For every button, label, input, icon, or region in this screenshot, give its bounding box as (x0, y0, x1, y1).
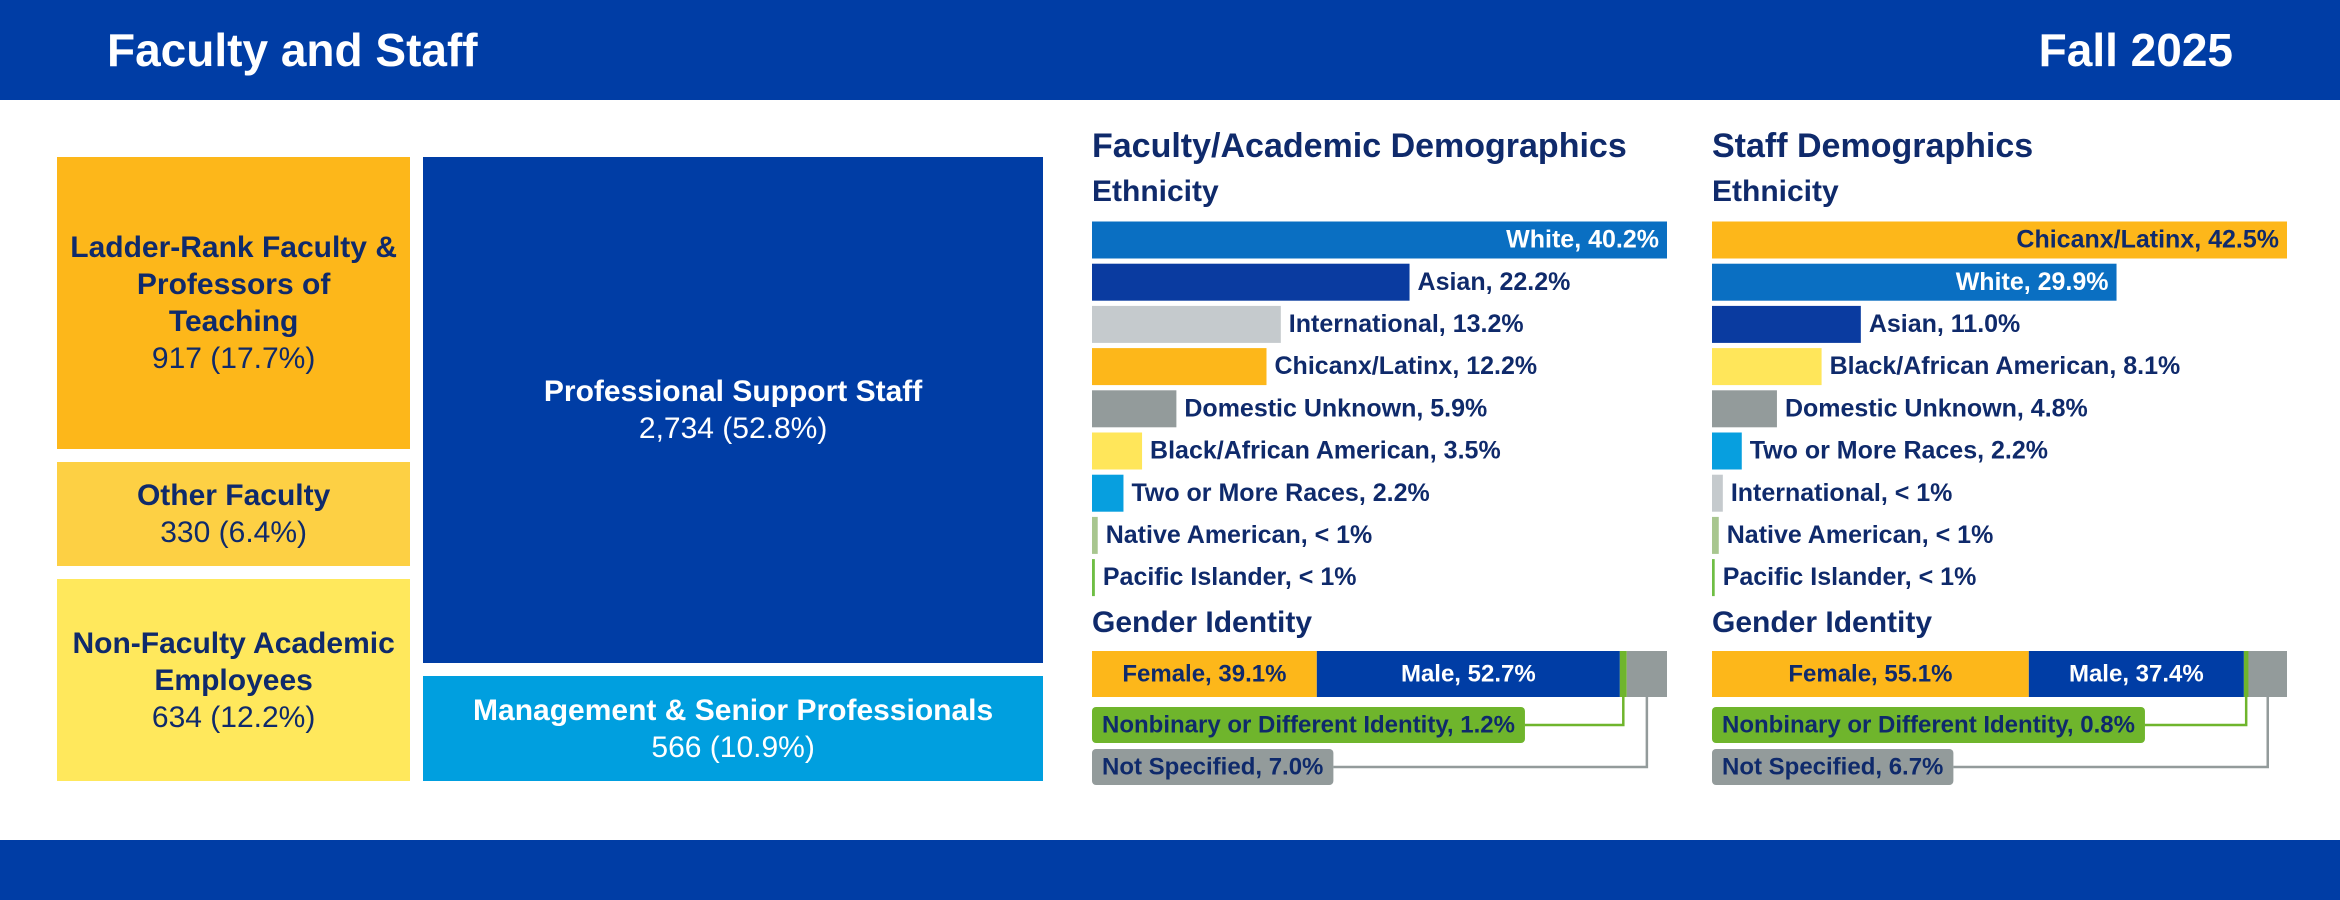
bar-segment (1712, 651, 2029, 697)
treemap-tile: Professional Support Staff 2,734 (52.8%) (423, 157, 1043, 664)
callout-label: Not Specified, 7.0% (1102, 753, 1323, 780)
segment-label: Male, 37.4% (2069, 660, 2204, 687)
bar (1712, 305, 1861, 343)
bar-label: Native American, < 1% (1727, 521, 1994, 549)
tile-label: Management & Senior Professionals (473, 693, 994, 727)
treemap-tile: Other Faculty 330 (6.4%) (57, 461, 411, 567)
callout-line (1524, 697, 1625, 727)
tile-label: Other Faculty (136, 478, 331, 512)
bar (1712, 474, 1723, 512)
callout: Nonbinary or Different Identity, 1.2% (1092, 697, 1625, 743)
bar-label: White, 40.2% (1506, 226, 1659, 254)
callout-box (1712, 707, 2145, 743)
callout-line (2144, 697, 2248, 727)
bar (1712, 221, 2287, 259)
segment-label: Female, 55.1% (1788, 660, 1952, 687)
tile-value: 917 (17.7%) (151, 341, 316, 375)
bar-segment (1316, 651, 1620, 697)
tile-label: Professional Support Staff (543, 375, 923, 409)
bar-segment (2028, 651, 2244, 697)
tile-value: 2,734 (52.8%) (638, 412, 828, 446)
segment-label: Female, 39.1% (1122, 660, 1286, 687)
bar-label: Chicanx/Latinx, 12.2% (1275, 352, 1538, 380)
bar (1092, 305, 1281, 343)
bar-label: Two or More Races, 2.2% (1131, 479, 1429, 507)
segment-label: Male, 52.7% (1401, 660, 1536, 687)
callout-line (1953, 697, 2269, 769)
header-bar (0, 0, 2340, 100)
bar-segment (2248, 651, 2287, 697)
bar-label: Native American, < 1% (1106, 521, 1373, 549)
bar-label: White, 29.9% (1956, 268, 2109, 296)
bar (1092, 221, 1667, 259)
term-label: Fall 2025 (2038, 24, 2233, 76)
section-title: Ethnicity (1712, 175, 1839, 208)
bar-label: Black/African American, 8.1% (1830, 352, 2181, 380)
footer-bar (0, 840, 2340, 900)
tile-value: 330 (6.4%) (160, 515, 307, 549)
callout-label: Not Specified, 6.7% (1722, 753, 1943, 780)
bar-segment (2243, 651, 2249, 697)
bar-segment (1092, 651, 1317, 697)
bar (1092, 390, 1177, 428)
treemap-tile: Management & Senior Professionals 566 (10… (423, 676, 1043, 781)
tile-value: 634 (12.2%) (151, 700, 316, 734)
callout-label: Nonbinary or Different Identity, 0.8% (1722, 711, 2135, 738)
bar (1712, 432, 1742, 470)
callout: Not Specified, 6.7% (1712, 697, 2269, 785)
bar-label: Asian, 22.2% (1418, 268, 1571, 296)
section-title: Gender Identity (1712, 606, 1932, 639)
bar (1712, 559, 1715, 597)
page-title: Faculty and Staff (107, 24, 478, 76)
callout-box (1712, 749, 1954, 785)
bar (1712, 263, 2117, 301)
callout: Not Specified, 7.0% (1092, 697, 1649, 785)
section-title: Ethnicity (1092, 175, 1219, 208)
bar-label: Domestic Unknown, 5.9% (1184, 394, 1487, 422)
treemap-tile: Ladder-Rank Faculty & Professors of Teac… (57, 157, 411, 449)
treemap-tile: Non-Faculty Academic Employees 634 (12.2%… (57, 579, 411, 781)
bar-label: Pacific Islander, < 1% (1103, 563, 1357, 591)
panel-title: Staff Demographics (1712, 127, 2033, 165)
bar (1712, 516, 1719, 554)
section-title: Gender Identity (1092, 606, 1312, 639)
bar-label: Chicanx/Latinx, 42.5% (2016, 226, 2279, 254)
bar-label: International, 13.2% (1289, 310, 1524, 338)
bar-label: International, < 1% (1731, 479, 1953, 507)
bar (1092, 474, 1124, 512)
callout-box (1092, 707, 1525, 743)
callout-label: Nonbinary or Different Identity, 1.2% (1102, 711, 1515, 738)
callout: Nonbinary or Different Identity, 0.8% (1712, 697, 2248, 743)
bar (1092, 559, 1095, 597)
bar (1092, 263, 1410, 301)
callout-line (1333, 697, 1649, 769)
bar-label: Pacific Islander, < 1% (1723, 563, 1977, 591)
bar-segment (1619, 651, 1627, 697)
panel-title: Faculty/Academic Demographics (1092, 127, 1627, 165)
tile-label: Non-Faculty Academic Employees (72, 626, 395, 697)
bar-label: Black/African American, 3.5% (1150, 437, 1501, 465)
bar (1712, 348, 1822, 386)
bar-label: Asian, 11.0% (1869, 310, 2020, 338)
callout-box (1092, 749, 1334, 785)
bar (1712, 390, 1777, 428)
bar-label: Two or More Races, 2.2% (1750, 437, 2048, 465)
bar-label: Domestic Unknown, 4.8% (1785, 394, 2088, 422)
bar (1092, 348, 1267, 386)
bar-segment (1626, 651, 1667, 697)
tile-value: 566 (10.9%) (651, 730, 815, 764)
bar (1092, 432, 1143, 470)
bar (1092, 516, 1098, 554)
tile-label: Ladder-Rank Faculty & Professors of Teac… (70, 230, 397, 338)
